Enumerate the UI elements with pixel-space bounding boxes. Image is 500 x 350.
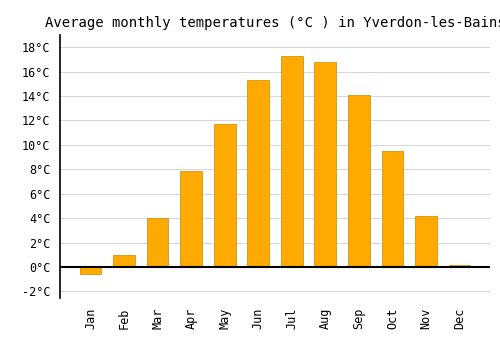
Bar <box>281 56 302 267</box>
Bar <box>415 216 437 267</box>
Bar <box>382 151 404 267</box>
Bar <box>248 80 269 267</box>
Title: Average monthly temperatures (°C ) in Yverdon-les-Bains: Average monthly temperatures (°C ) in Yv… <box>44 16 500 30</box>
Bar <box>146 218 169 267</box>
Bar <box>448 265 470 267</box>
Bar <box>113 255 135 267</box>
Bar <box>214 124 236 267</box>
Bar <box>314 62 336 267</box>
Bar <box>80 267 102 274</box>
Bar <box>180 170 202 267</box>
Bar <box>348 95 370 267</box>
